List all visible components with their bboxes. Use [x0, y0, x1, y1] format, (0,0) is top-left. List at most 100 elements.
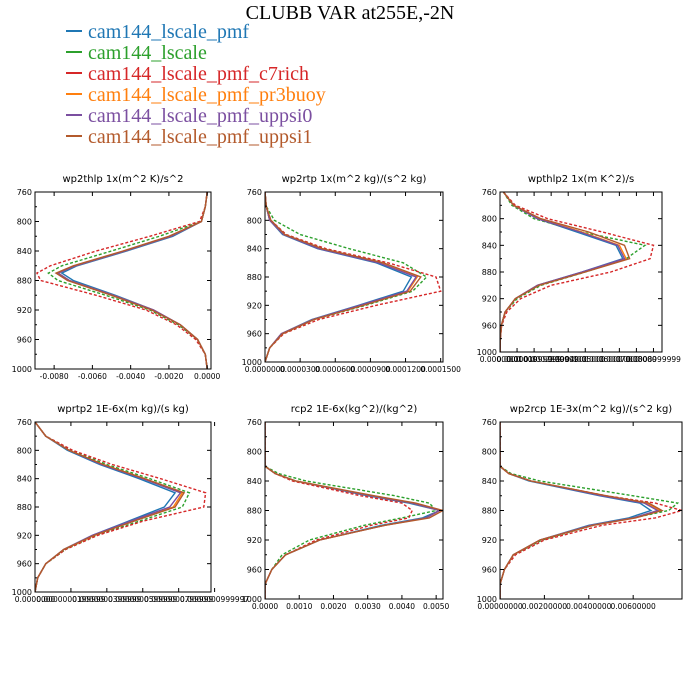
- x-tick-label: 0.0006000: [582, 355, 623, 364]
- y-tick-label: 840: [482, 477, 497, 486]
- series-line: [500, 422, 653, 599]
- x-tick-label: 0.0000000999997: [180, 595, 249, 604]
- legend-line: [66, 93, 82, 96]
- series-line: [265, 422, 443, 599]
- x-tick-label: 0.0002999999: [524, 355, 579, 364]
- legend-label: cam144_lscale_pmf: [88, 21, 250, 43]
- x-tick-label: 0.0000600: [315, 365, 356, 374]
- x-tick-label: 0.0001999999: [507, 355, 562, 364]
- y-tick-label: 800: [247, 216, 262, 225]
- legend-item: cam144_lscale_pmf: [66, 22, 326, 43]
- y-tick-label: 880: [17, 277, 32, 286]
- y-tick-label: 760: [482, 188, 497, 197]
- series-line: [500, 192, 626, 352]
- legend-line: [66, 30, 82, 33]
- y-tick-label: 800: [482, 448, 497, 457]
- plot-frame: [264, 421, 444, 600]
- legend-label: cam144_lscale_pmf_uppsi0: [88, 105, 313, 127]
- y-tick-label: 920: [247, 536, 262, 545]
- x-tick-label: 0.00000000: [477, 602, 523, 611]
- plot-frame: [34, 191, 212, 370]
- y-tick-label: 800: [17, 446, 32, 455]
- plot-frame: [34, 421, 212, 593]
- y-tick-label: 880: [247, 507, 262, 516]
- series-line: [35, 422, 186, 592]
- legend-item: cam144_lscale: [66, 43, 326, 64]
- x-tick-label: 0.0001200: [385, 365, 426, 374]
- panel: wpthlp2 1x(m K^2)/s 760 800 840 880 920 960 100…: [477, 174, 681, 364]
- y-tick-label: 760: [17, 188, 32, 197]
- panel-title: wp2rcp 1E-3x(m^2 kg)/(s^2 kg): [510, 404, 673, 415]
- legend-item: cam144_lscale_pmf_uppsi0: [66, 106, 326, 127]
- y-tick-label: 960: [17, 560, 32, 569]
- y-tick-label: 840: [482, 241, 497, 250]
- series-line: [500, 422, 682, 599]
- x-tick-label: 0.0005000: [565, 355, 606, 364]
- series-line: [500, 192, 624, 352]
- y-tick-label: 920: [482, 536, 497, 545]
- y-tick-label: 760: [247, 188, 262, 197]
- series-line: [265, 422, 414, 599]
- x-tick-label: 0.0000000199999: [36, 595, 105, 604]
- series-line: [265, 192, 422, 362]
- series-line: [500, 422, 664, 599]
- y-tick-label: 840: [17, 247, 32, 256]
- legend-label: cam144_lscale_pmf_pr3buoy: [88, 84, 326, 106]
- series-line: [35, 422, 182, 592]
- series-line: [35, 192, 208, 369]
- series-line: [265, 422, 442, 599]
- legend-label: cam144_lscale: [88, 42, 207, 64]
- series-line: [56, 192, 208, 369]
- x-tick-label: 0.0008999999: [626, 355, 681, 364]
- x-tick-label: 0.0000000: [15, 595, 56, 604]
- legend-label: cam144_lscale_pmf_uppsi1: [88, 126, 313, 148]
- x-tick-label: 0.0010: [286, 602, 312, 611]
- panel-title: wp2rtp 1x(m^2 kg)/(s^2 kg): [282, 174, 427, 185]
- x-tick-label: 0.00200000: [522, 602, 568, 611]
- series-line: [265, 192, 413, 362]
- series-line: [500, 422, 662, 599]
- y-tick-label: 1000: [477, 348, 497, 357]
- panel-title: wprtp2 1E-6x(m kg)/(s kg): [57, 404, 189, 415]
- x-tick-label: 0.0030: [355, 602, 381, 611]
- x-tick-label: 0.0001000: [497, 355, 538, 364]
- legend: cam144_lscale_pmf cam144_lscale cam144_l…: [66, 22, 326, 148]
- x-tick-label: 0.0040: [389, 602, 415, 611]
- legend-line: [66, 114, 82, 117]
- y-tick-label: 1000: [477, 595, 497, 604]
- legend-item: cam144_lscale_pmf_c7rich: [66, 64, 326, 85]
- y-tick-label: 880: [482, 268, 497, 277]
- x-tick-label: 0.0000300: [280, 365, 321, 374]
- series-line: [35, 422, 177, 592]
- panel: wp2rcp 1E-3x(m^2 kg)/(s^2 kg) 760 800 840 88…: [477, 404, 683, 611]
- x-tick-label: 0.0000000: [245, 365, 286, 374]
- y-tick-label: 960: [482, 321, 497, 330]
- x-tick-label: 0.00400000: [566, 602, 612, 611]
- y-tick-label: 760: [247, 418, 262, 427]
- series-line: [265, 192, 428, 362]
- legend-item: cam144_lscale_pmf_uppsi1: [66, 127, 326, 148]
- x-tick-label: 0.0000000799999: [144, 595, 213, 604]
- plot-frame: [499, 421, 683, 600]
- series-line: [265, 192, 442, 362]
- panel-title: rcp2 1E-6x(kg^2)/(kg^2): [291, 404, 418, 415]
- y-tick-label: 920: [17, 306, 32, 315]
- x-tick-label: 0.0000000399999: [72, 595, 141, 604]
- series-line: [265, 422, 442, 599]
- y-tick-label: 1000: [242, 595, 262, 604]
- x-tick-label: 0.00600000: [610, 602, 656, 611]
- series-line: [35, 422, 184, 592]
- series-line: [500, 192, 647, 352]
- legend-line: [66, 135, 82, 138]
- series-line: [265, 192, 419, 362]
- y-tick-label: 760: [482, 418, 497, 427]
- y-tick-label: 960: [17, 336, 32, 345]
- panel: wprtp2 1E-6x(m kg)/(s kg) 760 800 840 880 920…: [12, 404, 250, 604]
- y-tick-label: 840: [17, 475, 32, 484]
- legend-item: cam144_lscale_pmf_pr3buoy: [66, 85, 326, 106]
- x-tick-label: 0.0000900: [350, 365, 391, 374]
- series-line: [500, 422, 660, 599]
- series-line: [500, 192, 628, 352]
- series-line: [500, 192, 655, 352]
